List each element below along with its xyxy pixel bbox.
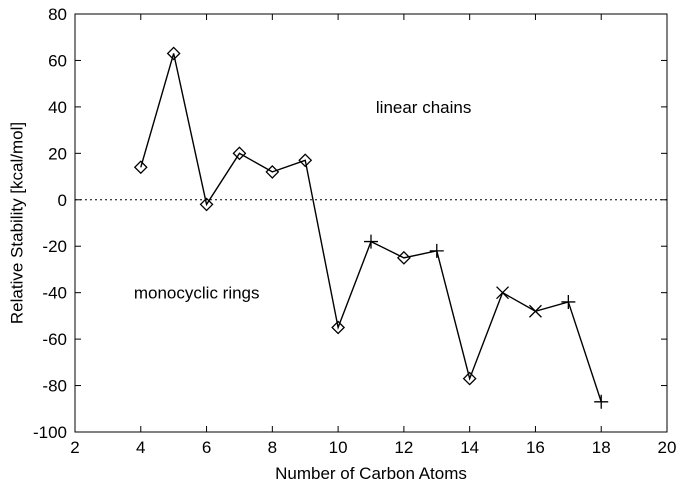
y-tick-label: 80 <box>48 5 67 24</box>
y-tick-label: -100 <box>33 423 67 442</box>
y-tick-label: 60 <box>48 51 67 70</box>
y-tick-label: -40 <box>42 284 67 303</box>
data-point-plus <box>429 243 444 258</box>
annotation-label: monocyclic rings <box>134 284 260 303</box>
y-tick-label: 20 <box>48 144 67 163</box>
x-tick-label: 10 <box>329 438 348 457</box>
data-point-diamond <box>265 164 280 179</box>
data-point-cross <box>496 286 510 300</box>
data-point-diamond <box>298 153 313 168</box>
data-point-diamond <box>232 146 247 161</box>
data-point-diamond <box>166 46 181 61</box>
x-tick-label: 18 <box>592 438 611 457</box>
data-point-plus <box>594 394 609 409</box>
axis-ticks: 2 4 6 8 10 12 14 16 18 20 -100 -80 -60 -40 -20 0 20 40 60 8… <box>33 5 676 457</box>
data-point-plus <box>561 294 576 309</box>
data-point-diamond <box>396 250 411 265</box>
data-point-diamond <box>133 160 148 175</box>
annotation-label: linear chains <box>376 98 471 117</box>
x-tick-label: 12 <box>394 438 413 457</box>
data-point-diamond <box>199 197 214 212</box>
data-point-cross <box>528 304 542 318</box>
x-tick-label: 14 <box>460 438 479 457</box>
y-tick-label: -20 <box>42 237 67 256</box>
x-tick-label: 8 <box>268 438 277 457</box>
x-tick-label: 16 <box>526 438 545 457</box>
y-tick-label: -60 <box>42 330 67 349</box>
data-point-plus <box>364 234 378 249</box>
x-tick-label: 20 <box>658 438 677 457</box>
x-tick-label: 2 <box>70 438 79 457</box>
annotations: linear chains monocyclic rings <box>134 98 471 303</box>
x-tick-label: 4 <box>136 438 145 457</box>
data-point-diamond <box>462 371 477 386</box>
series-line <box>140 53 602 403</box>
y-axis-label: Relative Stability [kcal/mol] <box>7 122 26 324</box>
series-markers <box>133 46 609 409</box>
x-axis-label: Number of Carbon Atoms <box>275 464 467 483</box>
y-tick-label: 40 <box>48 98 67 117</box>
y-tick-label: 0 <box>58 191 67 210</box>
plot-frame <box>74 13 668 433</box>
x-tick-label: 6 <box>202 438 211 457</box>
y-tick-label: -80 <box>42 377 67 396</box>
data-point-diamond <box>331 320 346 335</box>
